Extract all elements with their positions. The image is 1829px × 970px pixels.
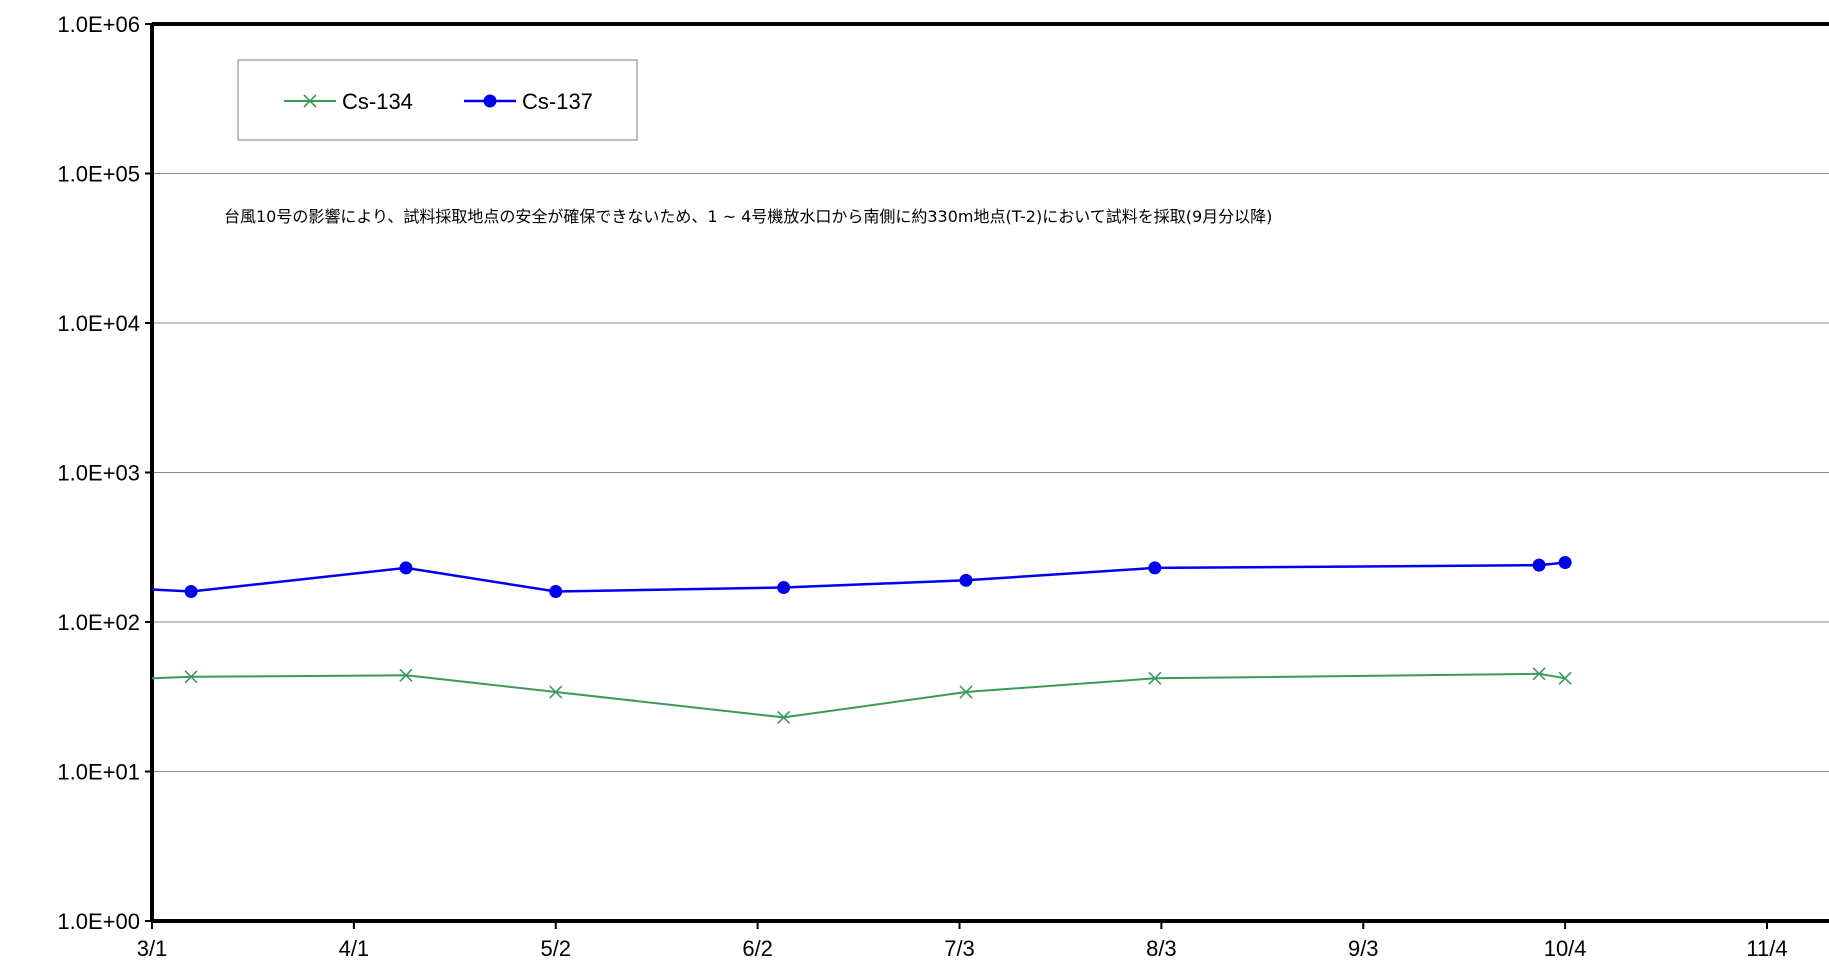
y-axis-tick-labels: 1.0E+00 1.0E+01 1.0E+02 1.0E+03 1.0E+04 1.0E+… <box>57 12 140 934</box>
data-point <box>399 561 413 575</box>
data-point <box>399 668 413 682</box>
series-cs-137 <box>151 556 1572 598</box>
y-tick-label: 1.0E+03 <box>57 461 140 486</box>
y-tick-label: 1.0E+06 <box>57 12 140 37</box>
legend-items: Cs-134 Cs-137 <box>284 89 593 114</box>
axes <box>145 22 1829 929</box>
y-tick-label: 1.0E+02 <box>57 610 140 635</box>
gridlines <box>152 173 1829 772</box>
x-tick-label: 10/4 <box>1544 936 1587 961</box>
x-tick-label: 11/4 <box>1746 936 1787 961</box>
x-tick-label: 4/1 <box>339 936 370 961</box>
chart-annotation: 台風10号の影響により、試料採取地点の安全が確保できないため、1 ~ 4号機放水… <box>224 207 1272 226</box>
x-tick-label: 3/1 <box>137 936 168 961</box>
y-tick-label: 1.0E+04 <box>57 311 140 336</box>
data-point <box>1558 556 1572 570</box>
data-point <box>549 584 563 598</box>
x-axis-tick-labels: 3/1 4/1 5/2 6/2 7/3 8/3 9/3 10/4 11/4 <box>137 936 1788 961</box>
data-point <box>777 581 791 595</box>
x-tick-label: 6/2 <box>742 936 773 961</box>
data-point <box>1532 667 1546 681</box>
data-point <box>184 584 198 598</box>
data-point <box>1148 561 1162 575</box>
y-tick-label: 1.0E+00 <box>57 909 140 934</box>
legend-marker <box>483 94 497 108</box>
legend-item-cs-137: Cs-137 <box>464 89 593 114</box>
x-tick-label: 5/2 <box>540 936 571 961</box>
y-tick-label: 1.0E+01 <box>57 760 140 785</box>
x-tick-label: 7/3 <box>944 936 975 961</box>
data-point <box>549 685 563 699</box>
legend-marker <box>303 94 317 108</box>
series-cs-134 <box>151 667 1572 724</box>
data-point <box>1148 671 1162 685</box>
legend-label: Cs-137 <box>522 89 593 114</box>
data-point <box>777 710 791 724</box>
data-point <box>959 685 973 699</box>
legend: Cs-134 Cs-137 <box>237 59 638 141</box>
x-tick-label: 9/3 <box>1348 936 1379 961</box>
x-tick-label: 8/3 <box>1146 936 1177 961</box>
data-point <box>1532 558 1546 572</box>
legend-label: Cs-134 <box>342 89 413 114</box>
data-point <box>959 573 973 587</box>
legend-item-cs-134: Cs-134 <box>284 89 413 114</box>
y-tick-label: 1.0E+05 <box>57 162 140 187</box>
series-layer <box>151 556 1572 724</box>
data-point <box>184 670 198 684</box>
data-point <box>1558 671 1572 685</box>
